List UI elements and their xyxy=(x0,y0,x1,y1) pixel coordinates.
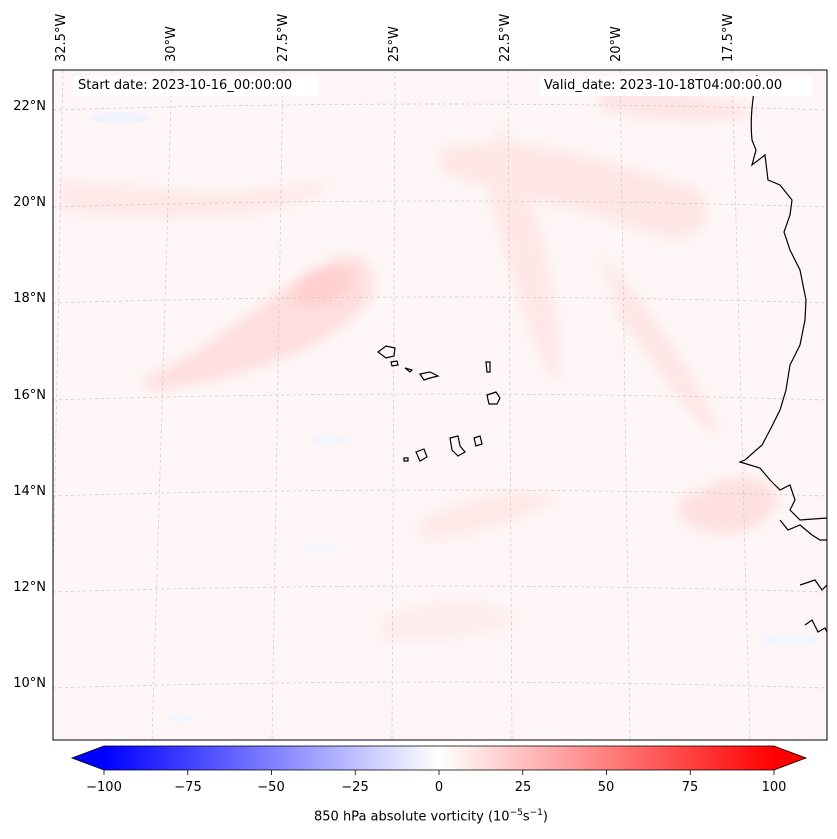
lat-label-16n: 16°N xyxy=(13,388,46,403)
lon-label-17-5w: 17.5°W xyxy=(721,13,736,62)
lon-label-25w: 25°W xyxy=(387,26,402,62)
graticule xyxy=(53,70,827,740)
lon-label-30w: 30°W xyxy=(164,26,179,62)
lon-label-27-5w: 27.5°W xyxy=(276,13,291,62)
colorbar xyxy=(70,745,808,771)
colorbar-gradient xyxy=(104,746,774,770)
colorbar-tick-label: −75 xyxy=(174,780,202,795)
colorbar-tick-label: 75 xyxy=(681,780,699,795)
cape-verde-islands xyxy=(377,345,501,462)
lat-label-14n: 14°N xyxy=(13,484,46,499)
start-date-label: Start date: 2023-10-16_00:00:00 xyxy=(73,76,318,96)
colorbar-tick-label: 50 xyxy=(597,780,615,795)
colorbar-tick-label: −25 xyxy=(341,780,369,795)
colorbar-tick-label: 25 xyxy=(514,780,532,795)
colorbar-tick-label: −50 xyxy=(257,780,285,795)
coastline xyxy=(738,74,827,633)
map-background xyxy=(53,70,827,740)
lon-label-20w: 20°W xyxy=(609,26,624,62)
colorbar-tick-label: −100 xyxy=(86,780,122,795)
lon-label-22-5w: 22.5°W xyxy=(498,13,513,62)
colorbar-tick-label: 100 xyxy=(761,780,787,795)
lon-label-32-5w: 32.5°W xyxy=(54,13,69,62)
colorbar-min-extend xyxy=(72,746,104,770)
lat-label-10n: 10°N xyxy=(13,676,46,691)
valid-date-label: Valid_date: 2023-10-18T04:00:00.00 xyxy=(540,76,812,96)
lat-label-22n: 22°N xyxy=(13,99,46,114)
lat-label-18n: 18°N xyxy=(13,291,46,306)
vorticity-field xyxy=(60,87,820,722)
map-frame xyxy=(52,69,828,741)
lat-label-20n: 20°N xyxy=(13,195,46,210)
colorbar-max-extend xyxy=(774,746,806,770)
colorbar-tick-label: 0 xyxy=(434,780,444,795)
lat-label-12n: 12°N xyxy=(13,580,46,595)
colorbar-label: 850 hPa absolute vorticity (10−5s−1) xyxy=(314,808,548,825)
